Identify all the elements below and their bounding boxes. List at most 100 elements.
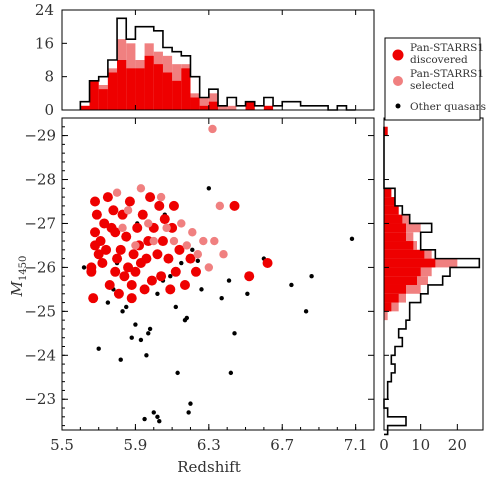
scatter-point-discovered <box>130 266 141 277</box>
top-hist-ytick-label: 16 <box>35 34 54 52</box>
right-hist-bar-discovered <box>384 267 421 277</box>
top-hist-bar-discovered <box>190 97 200 110</box>
right-hist-xtick-label: 10 <box>411 436 430 454</box>
scatter-point-discovered <box>154 200 165 211</box>
scatter-point-other <box>289 282 294 288</box>
scatter-point-other <box>142 416 147 422</box>
top-hist-total-outline <box>79 17 356 111</box>
scatter-point-other <box>96 346 101 351</box>
legend-label-discovered-line1: Pan-STARRS1 <box>410 42 484 54</box>
scatter-point-other <box>129 335 134 340</box>
top-hist-bar-selected <box>227 105 237 110</box>
scatter-point-selected <box>162 223 171 233</box>
scatter-point-discovered <box>108 205 119 216</box>
top-hist-bar-discovered <box>181 68 191 110</box>
scatter-point-discovered <box>163 253 174 264</box>
scatter-point-selected <box>112 188 122 197</box>
scatter-point-other <box>155 414 160 420</box>
scatter-point-selected <box>208 124 217 134</box>
legend-label-selected-line2: selected <box>410 80 454 92</box>
scatter-point-discovered <box>157 236 168 247</box>
scatter-point-discovered <box>165 284 176 295</box>
scatter-point-other <box>219 295 224 301</box>
scatter-point-discovered <box>152 249 163 260</box>
right-hist-bar-selected <box>384 311 388 321</box>
scatter-point-other <box>120 309 125 314</box>
scatter-ytick-label: −28 <box>24 171 56 189</box>
scatter-ytick-label: −25 <box>24 302 56 320</box>
scatter-point-selected <box>215 201 225 211</box>
scatter-point-discovered <box>90 196 101 207</box>
top-hist-bar-discovered <box>172 80 182 110</box>
scatter-point-other <box>188 401 193 406</box>
scatter-point-discovered <box>141 253 152 264</box>
scatter-point-discovered <box>110 227 121 238</box>
right-hist-bar-discovered <box>384 249 425 259</box>
right-hist-xtick-label: 20 <box>448 436 467 454</box>
scatter-point-discovered <box>119 271 130 282</box>
top-hist-bar-discovered <box>117 60 127 110</box>
scatter-point-discovered <box>128 249 139 260</box>
top-hist-bar-discovered <box>162 72 173 110</box>
top-hist-bar-discovered <box>107 72 118 110</box>
right-hist-bar-discovered <box>384 197 395 206</box>
scatter-point-discovered <box>262 258 273 269</box>
scatter-point-selected <box>144 219 153 228</box>
scatter-point-selected <box>123 206 133 215</box>
scatter-xtick-label: 5.9 <box>123 436 147 454</box>
scatter-point-discovered <box>104 279 115 290</box>
scatter-point-selected <box>149 236 158 246</box>
scatter-point-other <box>349 236 355 242</box>
scatter-point-other <box>190 247 195 253</box>
scatter-point-other <box>232 331 237 336</box>
scatter-point-discovered <box>174 244 185 255</box>
scatter-point-other <box>138 337 144 343</box>
scatter-xtick-label: 6.3 <box>197 436 221 454</box>
scatter-point-discovered <box>156 271 167 282</box>
scatter-point-other <box>228 370 234 376</box>
scatter-xtick-label: 7.1 <box>344 436 368 454</box>
y-axis-label: M1450 <box>8 256 29 298</box>
scatter-point-selected <box>219 250 228 259</box>
right-hist-bar-discovered <box>384 214 403 224</box>
scatter-point-discovered <box>168 200 179 211</box>
scatter-point-other <box>245 291 250 296</box>
scatter-point-discovered <box>101 244 112 255</box>
right-hist-bar-discovered <box>384 293 399 303</box>
scatter-point-other <box>105 300 111 305</box>
top-hist-bar-discovered <box>98 89 108 110</box>
scatter-point-other <box>199 287 204 292</box>
right-hist-bar-discovered <box>384 276 417 285</box>
top-hist-ytick-label: 0 <box>44 101 54 119</box>
scatter-point-selected <box>169 236 179 246</box>
scatter-point-other <box>179 260 184 266</box>
top-hist-bar-discovered <box>263 105 274 110</box>
scatter-point-discovered <box>113 288 124 299</box>
scatter-point-discovered <box>124 196 135 207</box>
top-histogram-panel: 0 8 16 24 <box>35 1 375 119</box>
x-axis-label: Redshift <box>177 458 241 476</box>
top-hist-bar-discovered <box>144 55 154 110</box>
scatter-ytick-label: −29 <box>24 127 56 145</box>
top-hist-bar-discovered <box>199 105 209 110</box>
scatter-point-discovered <box>179 279 190 290</box>
scatter-point-discovered <box>145 192 156 203</box>
top-histogram-frame <box>61 9 375 111</box>
scatter-point-other <box>157 419 162 424</box>
top-hist-bar-selected <box>218 105 228 110</box>
scatter-point-discovered <box>126 293 137 304</box>
scatter-point-selected <box>182 241 191 250</box>
scatter-ytick-label: −26 <box>24 258 56 276</box>
scatter-point-discovered <box>244 271 255 282</box>
scatter-point-selected <box>118 223 127 233</box>
scatter-point-discovered <box>97 258 108 269</box>
right-histogram-panel: 0 10 20 <box>379 117 484 454</box>
scatter-point-discovered <box>121 231 132 242</box>
scatter-point-other <box>124 304 129 310</box>
right-hist-bar-discovered <box>384 241 414 250</box>
legend: Pan-STARRS1 discovered Pan-STARRS1 selec… <box>384 37 486 121</box>
scatter-point-discovered <box>91 209 102 220</box>
scatter-point-discovered <box>139 284 150 295</box>
top-hist-bar-selected <box>199 97 209 110</box>
scatter-point-other <box>175 370 180 376</box>
